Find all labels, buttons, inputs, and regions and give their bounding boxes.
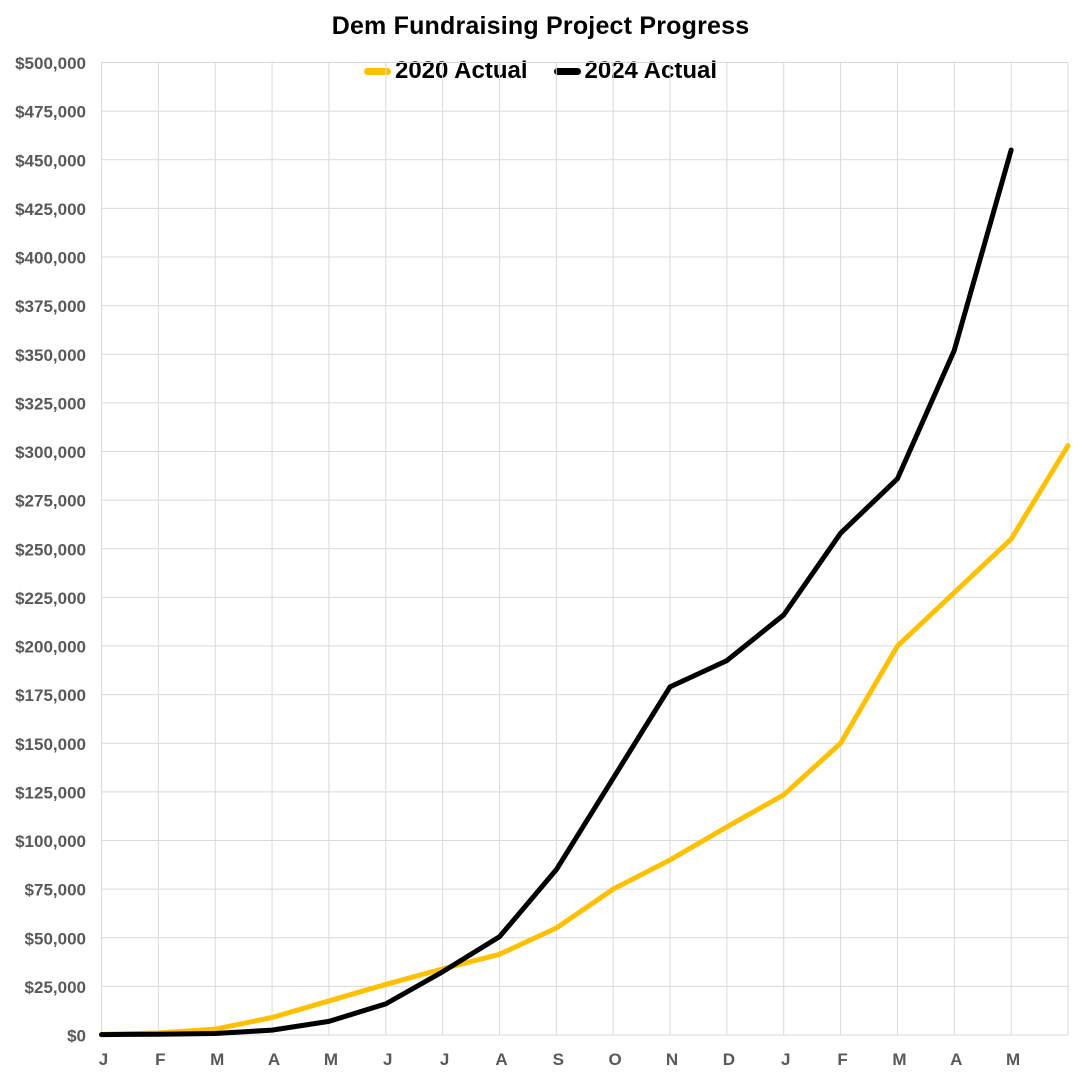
y-tick-label: $25,000 <box>25 978 86 997</box>
y-tick-label: $225,000 <box>15 589 86 608</box>
y-tick-label: $375,000 <box>15 297 86 316</box>
y-tick-label: $50,000 <box>25 929 86 948</box>
y-tick-label: $0 <box>67 1027 86 1046</box>
legend-item-2020-actual: 2020 Actual <box>363 57 528 85</box>
y-tick-label: $400,000 <box>15 249 86 268</box>
y-tick-label: $475,000 <box>15 103 86 122</box>
y-tick-label: $425,000 <box>15 200 86 219</box>
legend-label-2024: 2024 Actual <box>584 57 718 84</box>
legend-label-2020: 2020 Actual <box>394 57 528 84</box>
y-tick-label: $300,000 <box>15 443 86 462</box>
y-tick-label: $500,000 <box>15 54 86 73</box>
x-tick-label: A <box>268 1050 280 1069</box>
y-tick-label: $275,000 <box>15 492 86 511</box>
y-tick-label: $200,000 <box>15 638 86 657</box>
x-tick-label: A <box>495 1050 507 1069</box>
x-tick-label: O <box>609 1050 622 1069</box>
x-tick-label: J <box>440 1050 449 1069</box>
x-tick-label: M <box>1006 1050 1020 1069</box>
legend-item-2024-actual: 2024 Actual <box>553 57 718 85</box>
x-tick-label: D <box>723 1050 735 1069</box>
x-tick-label: F <box>837 1050 847 1069</box>
vertical-gridlines <box>101 62 1069 1035</box>
x-tick-label: J <box>99 1050 108 1069</box>
y-axis-tick-labels: $0 $25,000 $50,000 $75,000 $100,000 $125,000 $… <box>15 54 86 1046</box>
legend-line-swatch-2020 <box>363 67 391 75</box>
x-tick-label: J <box>383 1050 392 1069</box>
y-tick-label: $250,000 <box>15 540 86 559</box>
x-tick-label: M <box>324 1050 338 1069</box>
horizontal-gridlines <box>101 62 1068 1036</box>
y-tick-label: $75,000 <box>25 881 86 900</box>
series-line-2024-actual <box>99 147 1014 1038</box>
y-tick-label: $125,000 <box>15 783 86 802</box>
x-tick-label: A <box>950 1050 962 1069</box>
x-tick-label: M <box>210 1050 224 1069</box>
y-tick-label: $325,000 <box>15 394 86 413</box>
y-tick-label: $150,000 <box>15 735 86 754</box>
y-tick-label: $350,000 <box>15 346 86 365</box>
legend-line-swatch-2024 <box>553 67 581 75</box>
y-tick-label: $450,000 <box>15 151 86 170</box>
x-tick-label: N <box>666 1050 678 1069</box>
series-line-2020-actual <box>99 443 1071 1037</box>
x-tick-label: S <box>553 1050 564 1069</box>
chart-title: Dem Fundraising Project Progress <box>331 12 750 40</box>
x-tick-label: F <box>155 1050 165 1069</box>
x-tick-label: J <box>781 1050 790 1069</box>
x-tick-label: M <box>892 1050 906 1069</box>
y-tick-label: $100,000 <box>15 832 86 851</box>
legend: 2020 Actual 2024 Actual <box>0 57 1081 85</box>
y-tick-label: $175,000 <box>15 686 86 705</box>
